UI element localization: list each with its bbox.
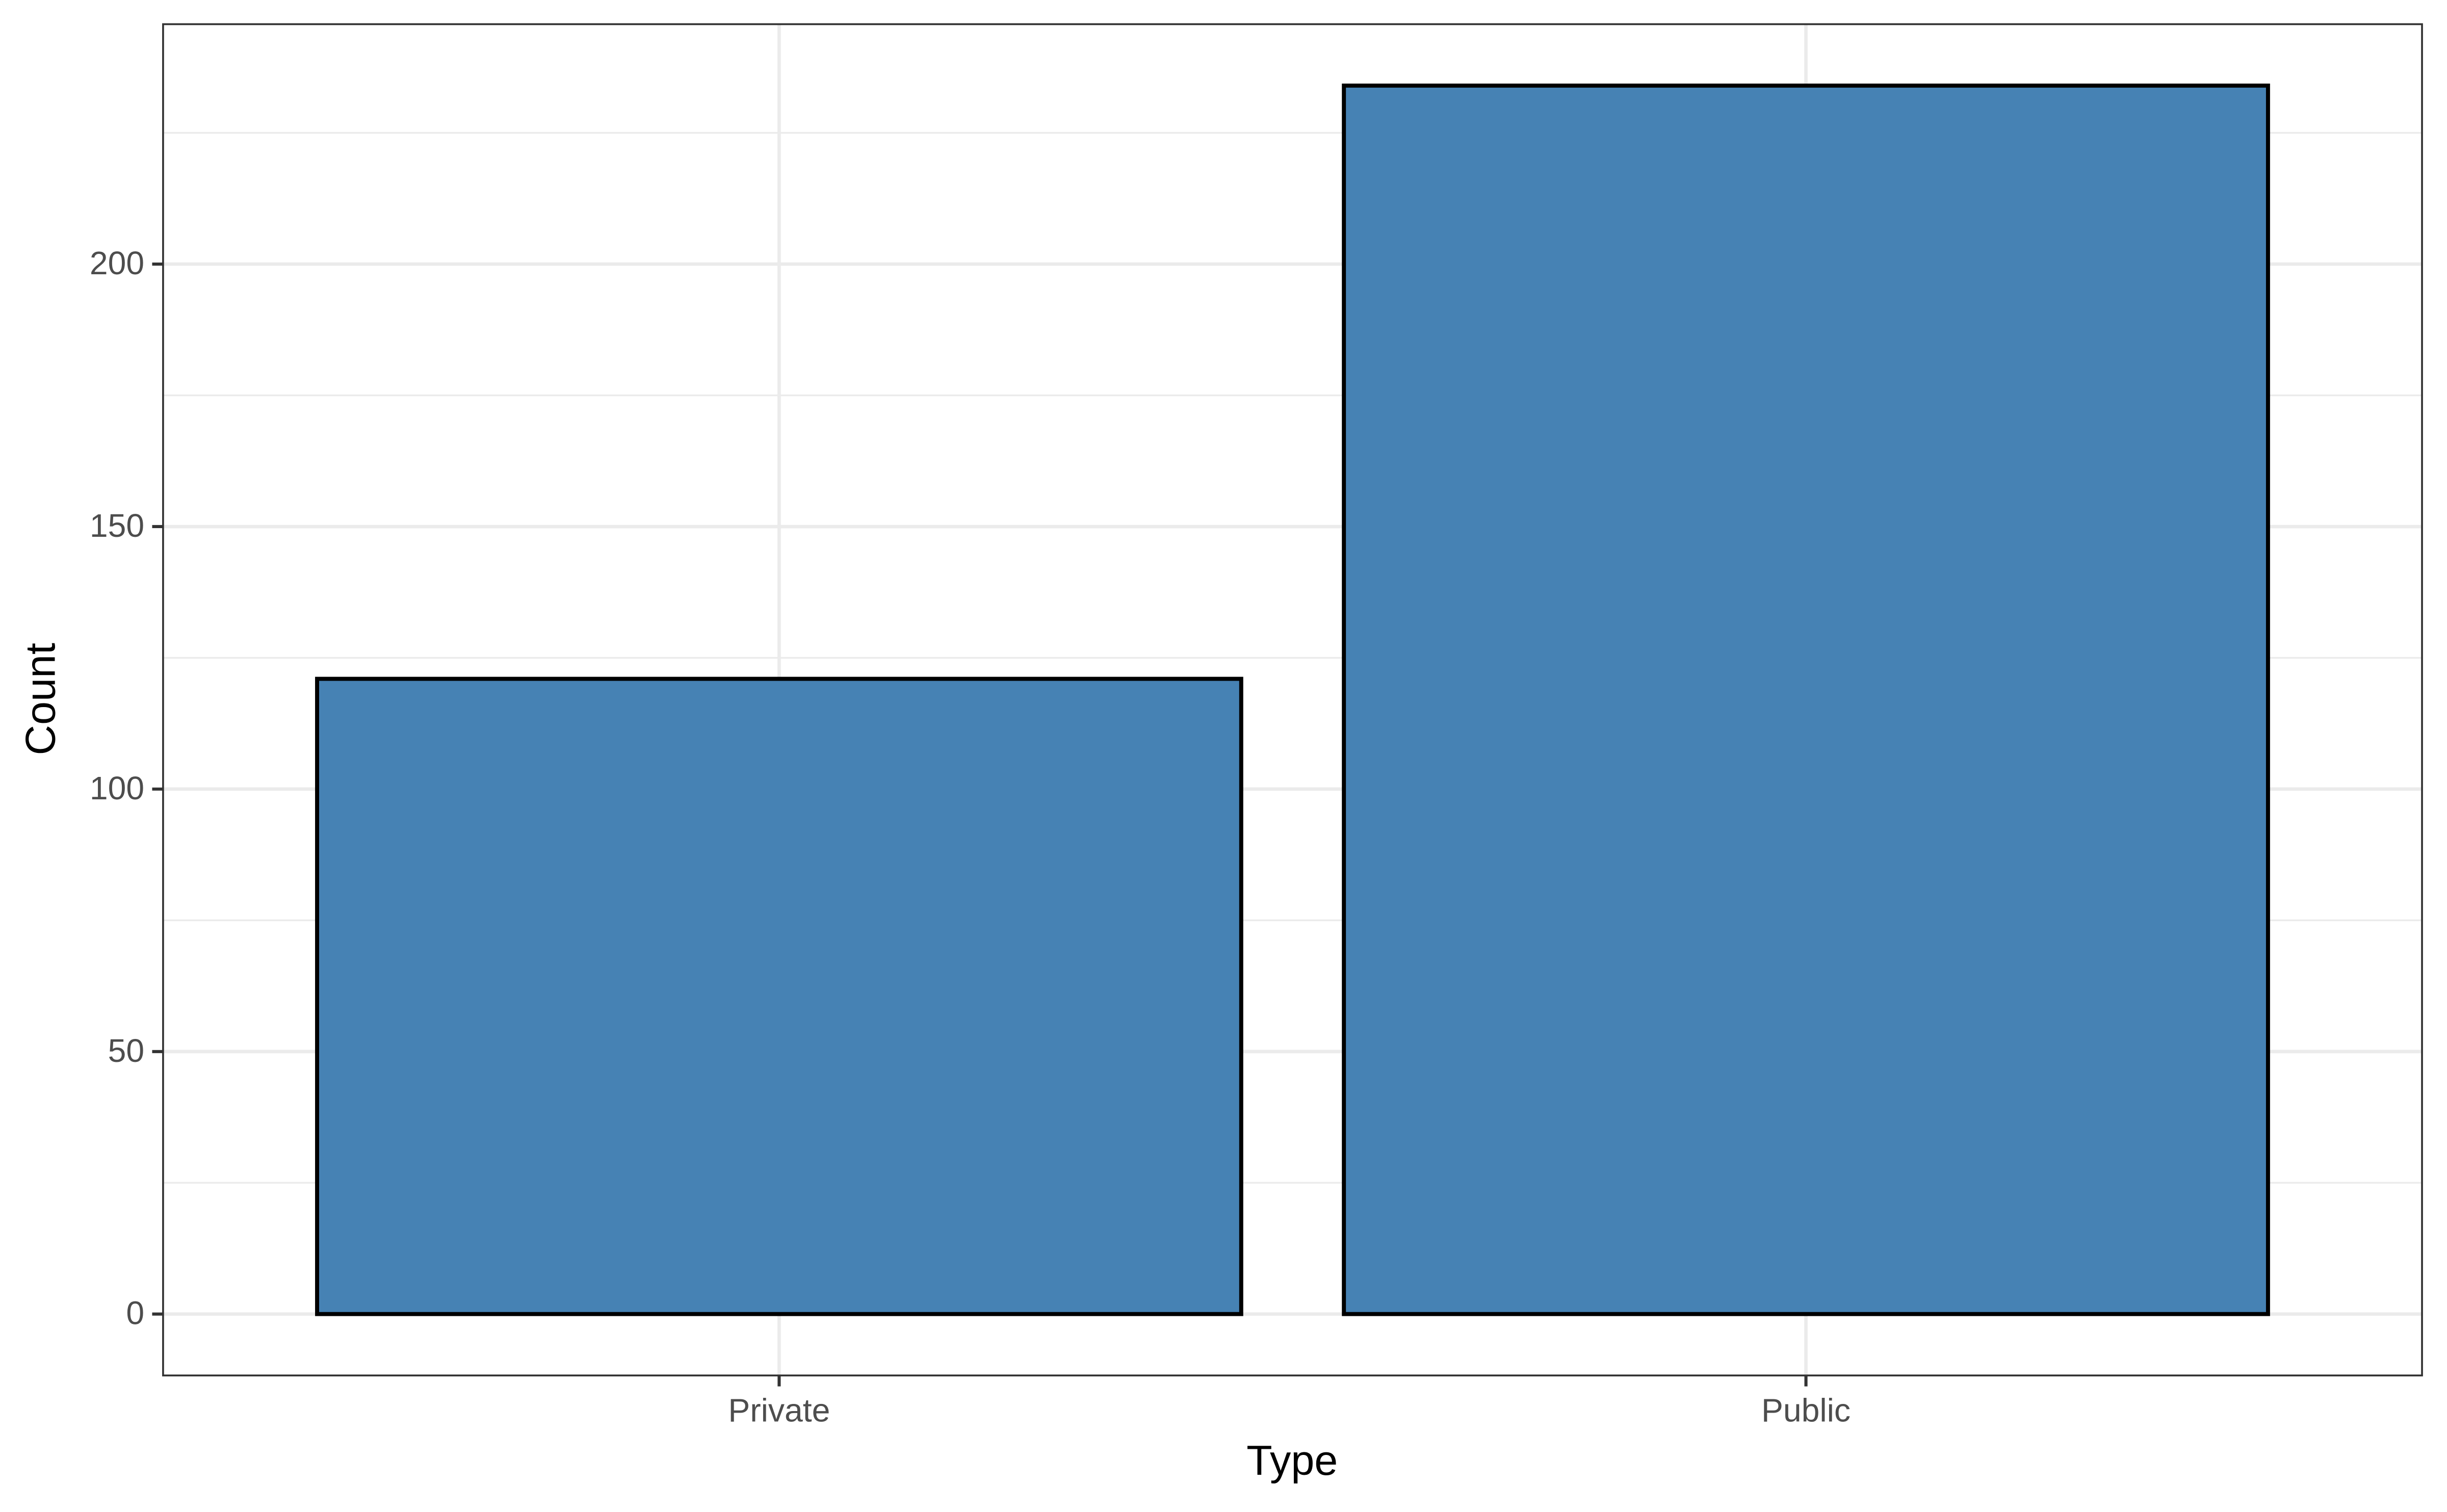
y-axis-title: Count [17, 643, 64, 755]
x-tick-label: Private [728, 1392, 830, 1429]
axes: 0 50 100 150 200 Private Public [90, 245, 1851, 1429]
marks [315, 83, 2270, 1316]
y-tick-label: 0 [126, 1295, 144, 1332]
x-axis-title: Type [1246, 1437, 1338, 1484]
bar [315, 676, 1243, 1316]
y-tick-label: 100 [90, 770, 144, 806]
y-tick-label: 200 [90, 245, 144, 281]
x-tick-label: Public [1761, 1392, 1851, 1429]
bar [1342, 83, 2270, 1316]
y-tick-label: 150 [90, 507, 144, 544]
y-tick-label: 50 [108, 1032, 144, 1069]
panel-border [162, 23, 2423, 1377]
